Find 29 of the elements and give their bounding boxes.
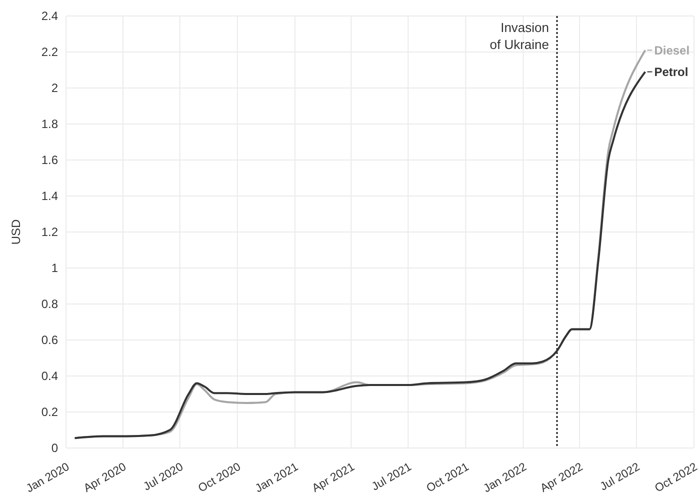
x-tick-label: Apr 2022 [538, 461, 586, 495]
y-tick-label: 1.8 [41, 117, 58, 132]
y-tick-label: 0 [51, 441, 58, 456]
ref-line-label: Invasion of Ukraine [490, 20, 550, 52]
y-tick-label: 0.8 [41, 297, 58, 312]
y-tick-label: 1 [51, 261, 58, 276]
x-tick-label: Oct 2021 [424, 461, 472, 495]
x-tick-label: Jan 2022 [482, 461, 529, 496]
x-tick-label: Jul 2020 [142, 461, 186, 494]
y-tick-label: 2.4 [41, 9, 58, 24]
legend-label: Petrol [654, 65, 688, 79]
x-tick-label: Jul 2022 [598, 461, 642, 494]
y-tick-label: 2.2 [41, 45, 58, 60]
y-tick-label: 1.6 [41, 153, 58, 168]
y-tick-label: 2 [51, 81, 58, 96]
x-tick-label: Jul 2021 [370, 461, 414, 494]
x-tick-label: Apr 2020 [82, 461, 128, 495]
y-tick-label: 0.2 [41, 405, 58, 420]
legend-label: Diesel [654, 43, 690, 58]
y-tick-label: 1.4 [41, 189, 58, 204]
x-tick-label: Jan 2021 [253, 461, 300, 496]
y-tick-label: 1.2 [41, 225, 58, 240]
y-axis-title: USD [9, 219, 23, 245]
y-tick-label: 0.4 [41, 369, 58, 384]
x-tick-label: Oct 2022 [653, 461, 699, 495]
x-tick-label: Jan 2020 [24, 461, 72, 496]
x-tick-label: Oct 2020 [196, 461, 243, 495]
x-tick-label: Apr 2021 [310, 461, 357, 495]
y-tick-label: 0.6 [41, 333, 58, 348]
